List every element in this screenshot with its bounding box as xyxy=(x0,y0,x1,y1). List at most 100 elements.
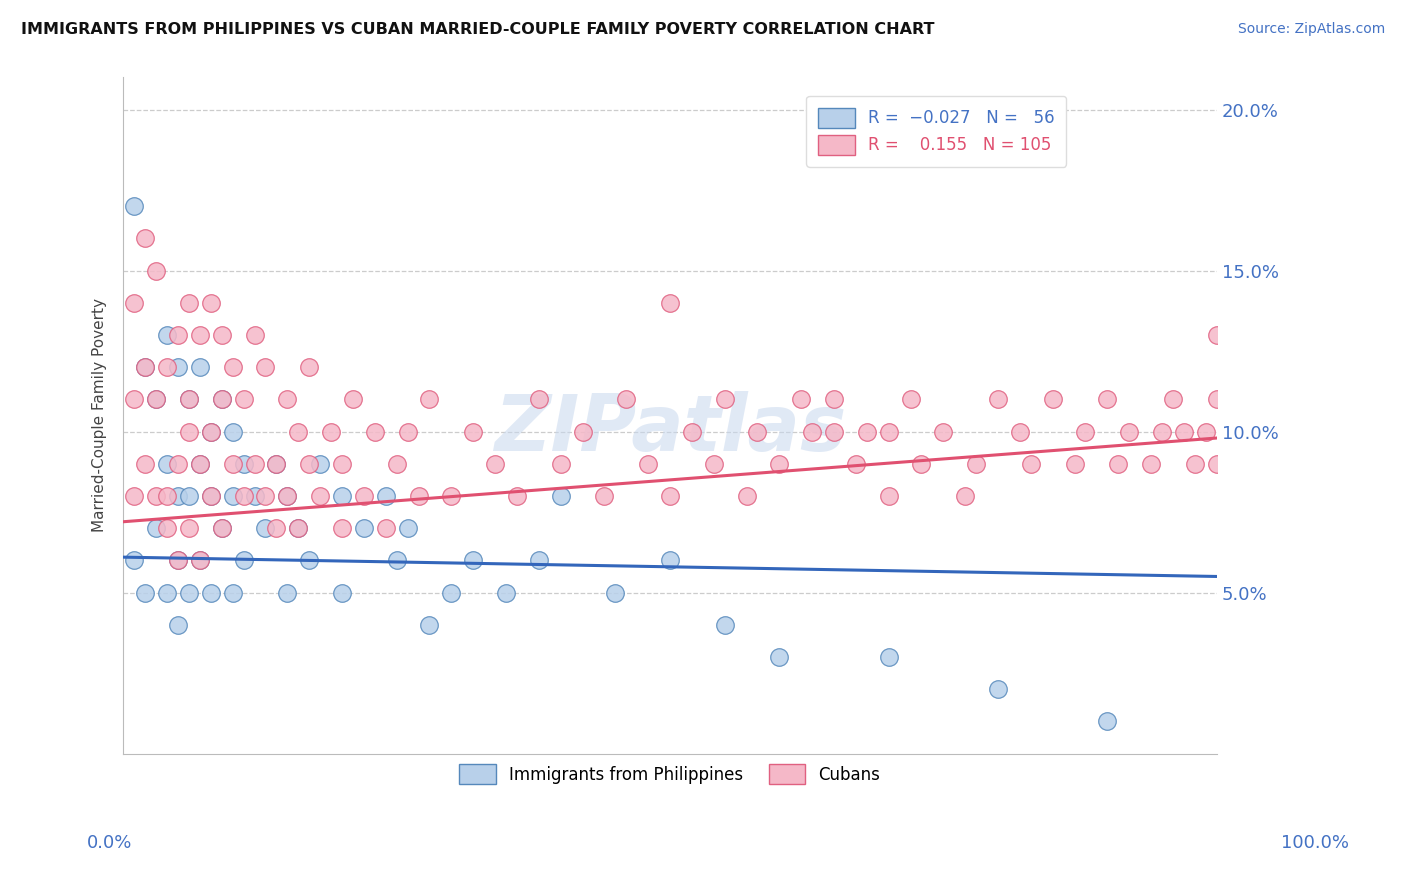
Point xyxy=(167,360,190,375)
Point xyxy=(418,392,440,407)
Point xyxy=(276,392,298,407)
Text: Source: ZipAtlas.com: Source: ZipAtlas.com xyxy=(1237,22,1385,37)
Point xyxy=(353,489,375,503)
Point xyxy=(145,489,167,503)
Point xyxy=(188,553,211,567)
Point xyxy=(463,553,485,567)
Point xyxy=(342,392,364,407)
Point xyxy=(614,392,637,407)
Point xyxy=(385,553,408,567)
Point xyxy=(221,360,243,375)
Point xyxy=(527,392,550,407)
Point xyxy=(122,489,145,503)
Point xyxy=(319,425,342,439)
Point xyxy=(506,489,529,503)
Point xyxy=(571,425,593,439)
Point xyxy=(156,585,179,599)
Point xyxy=(134,360,156,375)
Point xyxy=(243,328,266,343)
Point xyxy=(463,425,485,439)
Point xyxy=(605,585,627,599)
Point xyxy=(440,585,463,599)
Text: 0.0%: 0.0% xyxy=(87,834,132,852)
Point xyxy=(1019,457,1042,471)
Point xyxy=(122,553,145,567)
Point xyxy=(1205,328,1227,343)
Point xyxy=(418,617,440,632)
Point xyxy=(122,392,145,407)
Point xyxy=(659,295,682,310)
Point xyxy=(177,392,200,407)
Point xyxy=(156,457,179,471)
Point xyxy=(385,457,408,471)
Point xyxy=(232,457,254,471)
Point xyxy=(713,617,735,632)
Point xyxy=(221,457,243,471)
Point xyxy=(550,489,572,503)
Point xyxy=(735,489,758,503)
Point xyxy=(1118,425,1140,439)
Point xyxy=(200,489,222,503)
Point xyxy=(156,521,179,535)
Point xyxy=(396,425,419,439)
Point xyxy=(527,553,550,567)
Point xyxy=(145,521,167,535)
Point xyxy=(276,489,298,503)
Point xyxy=(145,392,167,407)
Point xyxy=(910,457,932,471)
Point xyxy=(211,521,233,535)
Point xyxy=(1107,457,1129,471)
Text: 100.0%: 100.0% xyxy=(1281,834,1348,852)
Point xyxy=(1205,392,1227,407)
Point xyxy=(287,521,309,535)
Point xyxy=(1097,714,1119,729)
Point xyxy=(1205,457,1227,471)
Point xyxy=(254,521,277,535)
Point xyxy=(659,553,682,567)
Point xyxy=(221,585,243,599)
Point xyxy=(200,425,222,439)
Point xyxy=(156,328,179,343)
Point xyxy=(177,295,200,310)
Point xyxy=(681,425,703,439)
Point xyxy=(145,263,167,277)
Point xyxy=(1140,457,1163,471)
Point xyxy=(801,425,824,439)
Point xyxy=(200,425,222,439)
Point xyxy=(232,489,254,503)
Point xyxy=(145,392,167,407)
Point xyxy=(200,295,222,310)
Point xyxy=(177,425,200,439)
Point xyxy=(987,392,1010,407)
Point xyxy=(188,328,211,343)
Point xyxy=(330,585,353,599)
Point xyxy=(221,425,243,439)
Point xyxy=(266,457,288,471)
Point xyxy=(276,489,298,503)
Point xyxy=(353,521,375,535)
Point xyxy=(747,425,769,439)
Point xyxy=(243,457,266,471)
Legend: Immigrants from Philippines, Cubans: Immigrants from Philippines, Cubans xyxy=(449,752,893,796)
Point xyxy=(134,457,156,471)
Point xyxy=(1063,457,1085,471)
Point xyxy=(932,425,955,439)
Point xyxy=(177,521,200,535)
Y-axis label: Married-Couple Family Poverty: Married-Couple Family Poverty xyxy=(93,299,107,533)
Point xyxy=(484,457,506,471)
Point xyxy=(167,457,190,471)
Point xyxy=(211,392,233,407)
Point xyxy=(200,585,222,599)
Point xyxy=(877,425,900,439)
Point xyxy=(221,489,243,503)
Point xyxy=(211,328,233,343)
Point xyxy=(232,392,254,407)
Point xyxy=(188,457,211,471)
Point xyxy=(1184,457,1206,471)
Point xyxy=(167,489,190,503)
Point xyxy=(987,682,1010,697)
Point xyxy=(287,521,309,535)
Point xyxy=(659,489,682,503)
Point xyxy=(330,521,353,535)
Point xyxy=(364,425,387,439)
